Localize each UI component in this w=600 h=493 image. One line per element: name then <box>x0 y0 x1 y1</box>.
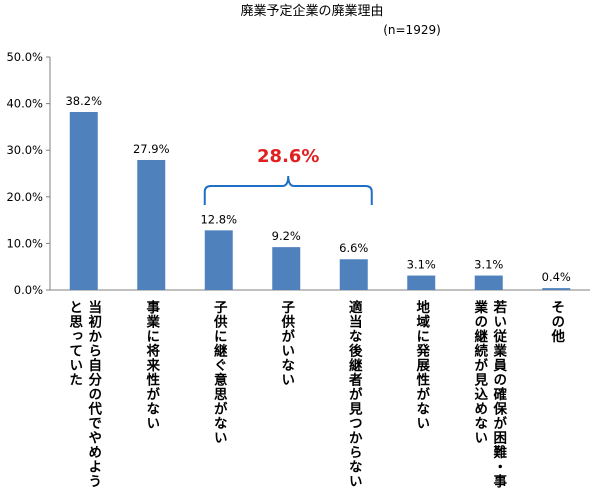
annotation-label: 28.6% <box>257 146 319 167</box>
data-label: 27.9% <box>133 142 170 156</box>
bar <box>542 288 571 290</box>
category-label: 事業に将来性がない <box>143 299 161 431</box>
bars-group <box>69 111 571 290</box>
brace-shape <box>203 175 373 205</box>
y-tick-label: 0.0% <box>14 283 43 297</box>
category-label: 業の継続が見込めない <box>471 299 489 445</box>
data-label: 6.6% <box>339 241 368 255</box>
bar <box>137 159 166 290</box>
data-label: 3.1% <box>407 258 436 272</box>
data-label: 0.4% <box>542 270 571 284</box>
y-tick-label: 10.0% <box>6 236 43 250</box>
bar <box>272 247 301 290</box>
value-labels-group: 38.2% 27.9% 12.8% 9.2% 6.6% 3.1% 3.1% 0.4% <box>65 94 570 284</box>
y-tick-label: 50.0% <box>6 50 43 64</box>
data-label: 9.2% <box>272 229 301 243</box>
category-label: 子供に継ぐ意思がない <box>211 300 229 445</box>
chart-title: 廃業予定企業の廃業理由 <box>240 3 383 19</box>
category-label: と思っていた <box>66 300 83 387</box>
y-tick-label: 30.0% <box>6 143 43 157</box>
y-tick-label: 40.0% <box>6 97 43 111</box>
category-label: その他 <box>548 300 566 344</box>
category-label: 適当な後継者が見つからない <box>346 299 364 489</box>
bar <box>204 230 233 290</box>
bar <box>339 259 368 290</box>
annotation-group: 28.6% <box>203 146 373 205</box>
data-label: 3.1% <box>474 258 503 272</box>
y-tick-label: 20.0% <box>6 190 43 204</box>
bar <box>474 275 503 290</box>
bar <box>407 275 436 290</box>
category-label: 当初から自分の代でやめよう <box>85 299 103 489</box>
data-label: 12.8% <box>200 212 237 226</box>
chart-subtitle: (n=1929) <box>383 23 441 37</box>
bar <box>69 111 98 290</box>
category-label: 地域に発展性がない <box>413 299 431 431</box>
category-label: 若い従業員の確保が困難・事 <box>490 299 508 489</box>
data-label: 38.2% <box>65 94 102 108</box>
y-axis: 0.0% 10.0% 20.0% 30.0% 40.0% 50.0% <box>6 50 590 297</box>
category-label: 子供がいない <box>278 300 296 387</box>
